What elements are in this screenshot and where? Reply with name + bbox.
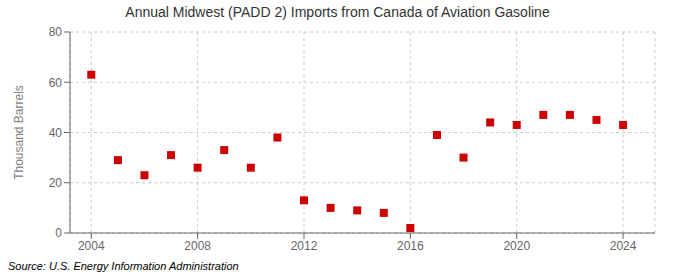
html-text:Annual Midwest (PADD 2) Import: Annual Midwest (PADD 2) Imports from Can…	[125, 4, 550, 20]
svg-text:20: 20	[49, 176, 63, 190]
svg-text:2020: 2020	[503, 239, 530, 253]
svg-text:2012: 2012	[291, 239, 318, 253]
svg-text:0: 0	[55, 226, 62, 240]
svg-text:2004: 2004	[78, 239, 105, 253]
svg-text:2016: 2016	[397, 239, 424, 253]
svg-text:40: 40	[49, 126, 63, 140]
svg-text:80: 80	[49, 25, 63, 39]
svg-text:Thousand Barrels: Thousand Barrels	[12, 85, 26, 180]
svg-text:60: 60	[49, 76, 63, 90]
html-text:Source: U.S. Energy Informatio: Source: U.S. Energy Information Administ…	[8, 260, 239, 272]
svg-text:2024: 2024	[610, 239, 637, 253]
svg-text:2008: 2008	[184, 239, 211, 253]
